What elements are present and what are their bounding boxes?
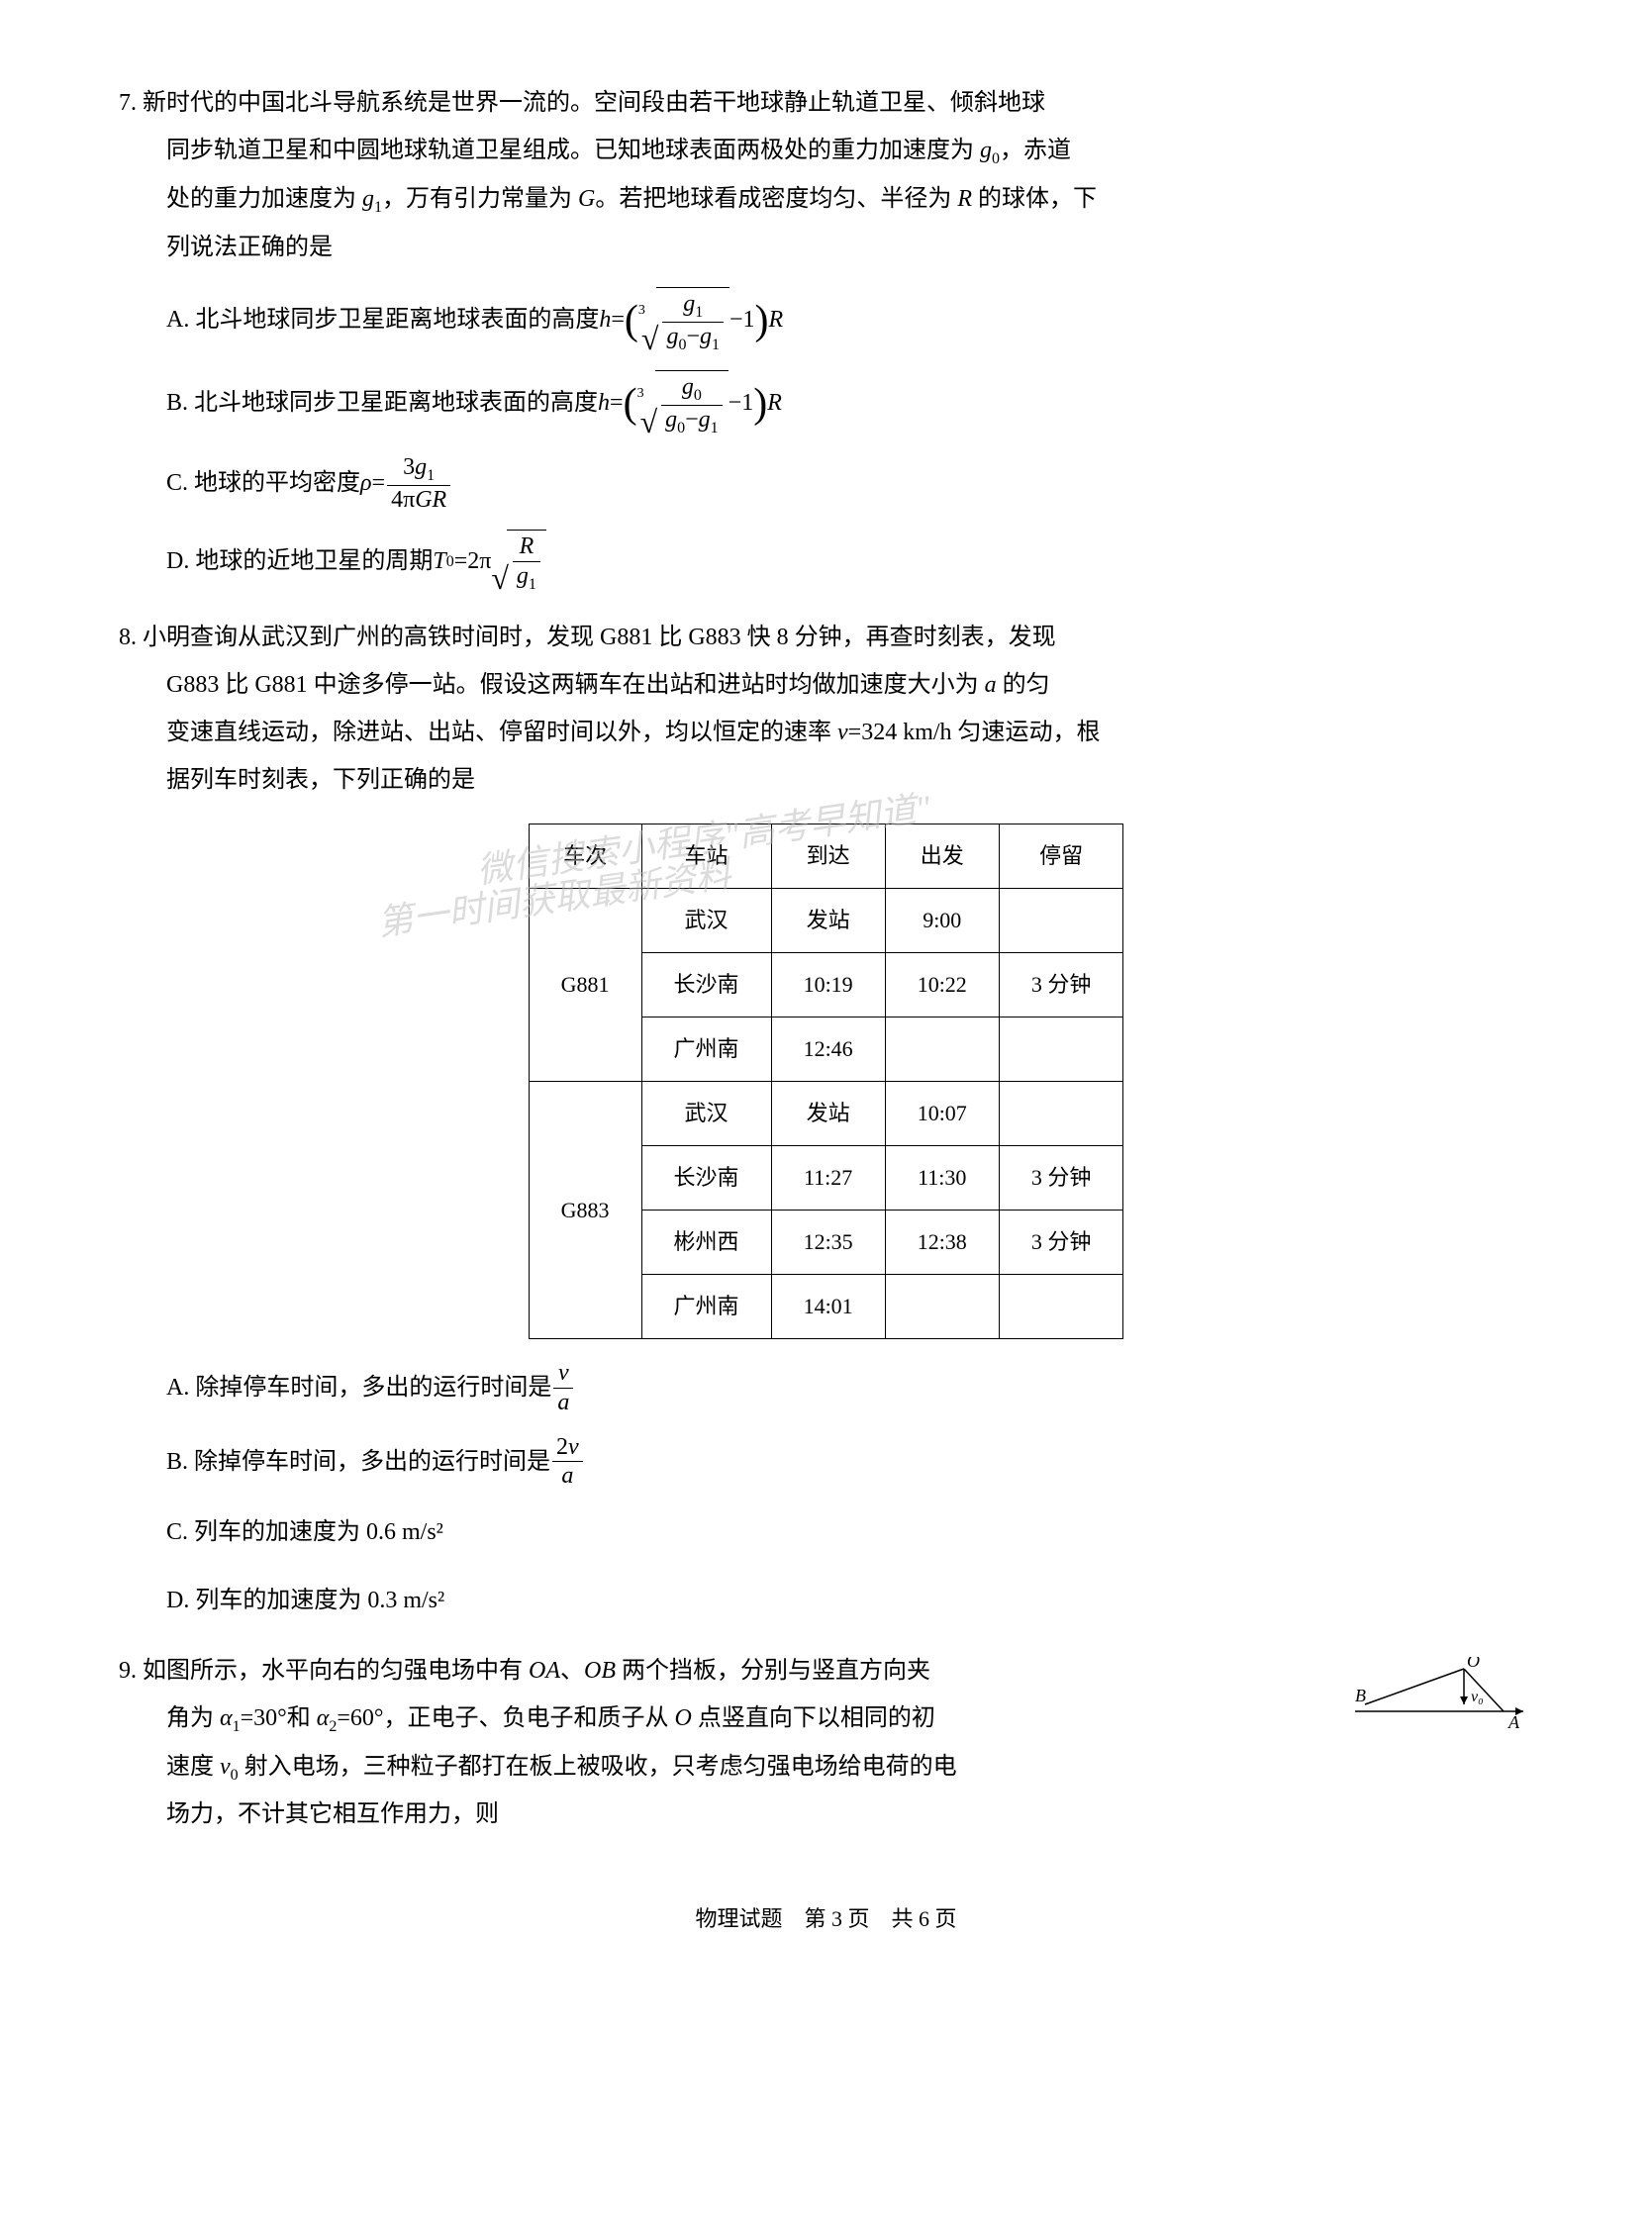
q7-text-cont: 同步轨道卫星和中圆地球轨道卫星组成。已知地球表面两极处的重力加速度为 g0，赤道 (166, 127, 1533, 175)
q8-option-c: C. 列车的加速度为 0.6 m/s² (166, 1506, 1533, 1559)
cell-arrive: 14:01 (771, 1275, 885, 1339)
q7-option-d: D. 地球的近地卫星的周期 T0=2π √ R g1 (166, 530, 1533, 594)
q7-optC-text: C. 地球的平均密度 (166, 457, 360, 510)
cell-stop: 3 分钟 (999, 953, 1123, 1018)
cell-station: 武汉 (641, 1082, 771, 1146)
cell-station: 广州南 (641, 1275, 771, 1339)
q8-text: 小明查询从武汉到广州的高铁时间时，发现 G881 比 G883 快 8 分钟，再… (143, 625, 1056, 650)
cell-stop: 3 分钟 (999, 1211, 1123, 1275)
q7-optA-text: A. 北斗地球同步卫星距离地球表面的高度 (166, 294, 599, 346)
table-row: G883 武汉 发站 10:07 (529, 1082, 1123, 1146)
cell-stop: 3 分钟 (999, 1146, 1123, 1211)
q8-option-a: A. 除掉停车时间，多出的运行时间是 v a (166, 1359, 1533, 1417)
cell-stop (999, 1018, 1123, 1082)
page-footer: 物理试题 第 3 页 共 6 页 (119, 1897, 1533, 1941)
th-station: 车站 (641, 824, 771, 889)
cell-arrive: 10:19 (771, 953, 885, 1018)
cell-train: G883 (529, 1082, 641, 1339)
q8-text-cont: G883 比 G881 中途多停一站。假设这两辆车在出站和进站时均做加速度大小为… (166, 661, 1533, 709)
cell-station: 武汉 (641, 889, 771, 953)
cell-depart (885, 1275, 999, 1339)
q8-text-cont3: 据列车时刻表，下列正确的是 (166, 756, 1533, 804)
q7-text: 新时代的中国北斗导航系统是世界一流的。空间段由若干地球静止轨道卫星、倾斜地球 (143, 90, 1045, 116)
q9-text: 如图所示，水平向右的匀强电场中有 OA、OB 两个挡板，分别与竖直方向夹 (143, 1658, 930, 1684)
cell-station: 广州南 (641, 1018, 771, 1082)
cell-arrive: 12:35 (771, 1211, 885, 1275)
q9-text-cont3: 场力，不计其它相互作用力，则 (166, 1791, 1533, 1838)
cell-depart: 9:00 (885, 889, 999, 953)
cell-stop (999, 1275, 1123, 1339)
table-row: G881 武汉 发站 9:00 (529, 889, 1123, 953)
train-schedule-table: 车次 车站 到达 出发 停留 G881 武汉 发站 9:00 长沙南 10:19… (529, 824, 1124, 1339)
q7-optB-formula: h (598, 377, 610, 430)
cell-stop (999, 889, 1123, 953)
q7-optB-text: B. 北斗地球同步卫星距离地球表面的高度 (166, 377, 598, 430)
cell-stop (999, 1082, 1123, 1146)
cell-arrive: 11:27 (771, 1146, 885, 1211)
question-7: 7. 新时代的中国北斗导航系统是世界一流的。空间段由若干地球静止轨道卫星、倾斜地… (119, 79, 1533, 594)
q7-optA-formula: h (599, 294, 611, 346)
q7-optD-formula: T (433, 535, 445, 588)
question-9: O B A v₀ 9. 如图所示，水平向右的匀强电场中有 OA、OB 两个挡板，… (119, 1647, 1533, 1839)
q9-text-cont: 角为 α1=30°和 α2=60°，正电子、负电子和质子从 O 点竖直向下以相同… (166, 1695, 1533, 1743)
q7-optC-formula: ρ (360, 457, 372, 510)
q9-number: 9. (119, 1658, 137, 1684)
q8-optB-formula: 2v a (552, 1433, 583, 1492)
cell-depart: 10:22 (885, 953, 999, 1018)
table-header-row: 车次 车站 到达 出发 停留 (529, 824, 1123, 889)
th-arrive: 到达 (771, 824, 885, 889)
q8-number: 8. (119, 625, 137, 650)
cell-station: 长沙南 (641, 953, 771, 1018)
q8-option-d: D. 列车的加速度为 0.3 m/s² (166, 1575, 1533, 1627)
label-O: O (1467, 1657, 1480, 1671)
q7-option-b: B. 北斗地球同步卫星距离地球表面的高度 h= ( 3 √ g0 g0−g1 −… (166, 370, 1533, 437)
cell-arrive: 发站 (771, 1082, 885, 1146)
q7-option-a: A. 北斗地球同步卫星距离地球表面的高度 h= ( 3 √ g1 g0−g1 −… (166, 287, 1533, 354)
th-stop: 停留 (999, 824, 1123, 889)
q9-diagram-svg: O B A v₀ (1355, 1657, 1533, 1746)
q8-optA-formula: v a (553, 1359, 573, 1417)
question-8-body: 8. 小明查询从武汉到广州的高铁时间时，发现 G881 比 G883 快 8 分… (119, 614, 1533, 661)
q8-text-cont2: 变速直线运动，除进站、出站、停留时间以外，均以恒定的速率 v=324 km/h … (166, 709, 1533, 756)
q8-optA-text: A. 除掉停车时间，多出的运行时间是 (166, 1362, 551, 1414)
question-9-body: 9. 如图所示，水平向右的匀强电场中有 OA、OB 两个挡板，分别与竖直方向夹 (119, 1647, 1533, 1695)
cell-train: G881 (529, 889, 641, 1082)
question-8: 8. 小明查询从武汉到广州的高铁时间时，发现 G881 比 G883 快 8 分… (119, 614, 1533, 1627)
label-A: A (1507, 1712, 1520, 1732)
th-depart: 出发 (885, 824, 999, 889)
q9-figure: O B A v₀ (1355, 1657, 1533, 1763)
table-wrapper: 微信搜索小程序"高考早知道" 第一时间获取最新资料 车次 车站 到达 出发 停留… (119, 824, 1533, 1339)
q8-option-b: B. 除掉停车时间，多出的运行时间是 2v a (166, 1433, 1533, 1492)
cell-station: 彬州西 (641, 1211, 771, 1275)
label-v0: v₀ (1471, 1689, 1484, 1705)
th-train: 车次 (529, 824, 641, 889)
cell-depart: 11:30 (885, 1146, 999, 1211)
question-7-body: 7. 新时代的中国北斗导航系统是世界一流的。空间段由若干地球静止轨道卫星、倾斜地… (119, 79, 1533, 127)
cell-arrive: 发站 (771, 889, 885, 953)
cell-depart (885, 1018, 999, 1082)
q9-text-cont2: 速度 v0 射入电场，三种粒子都打在板上被吸收，只考虑匀强电场给电荷的电 (166, 1743, 1533, 1792)
q7-text-cont3: 列说法正确的是 (166, 224, 1533, 271)
label-B: B (1355, 1686, 1366, 1705)
cell-depart: 10:07 (885, 1082, 999, 1146)
q8-optB-text: B. 除掉停车时间，多出的运行时间是 (166, 1436, 550, 1489)
cell-station: 长沙南 (641, 1146, 771, 1211)
q7-optD-text: D. 地球的近地卫星的周期 (166, 535, 433, 588)
cell-arrive: 12:46 (771, 1018, 885, 1082)
q7-text-cont2: 处的重力加速度为 g1，万有引力常量为 G。若把地球看成密度均匀、半径为 R 的… (166, 175, 1533, 224)
cell-depart: 12:38 (885, 1211, 999, 1275)
q7-option-c: C. 地球的平均密度 ρ= 3g1 4πGR (166, 453, 1533, 515)
q7-number: 7. (119, 90, 137, 116)
